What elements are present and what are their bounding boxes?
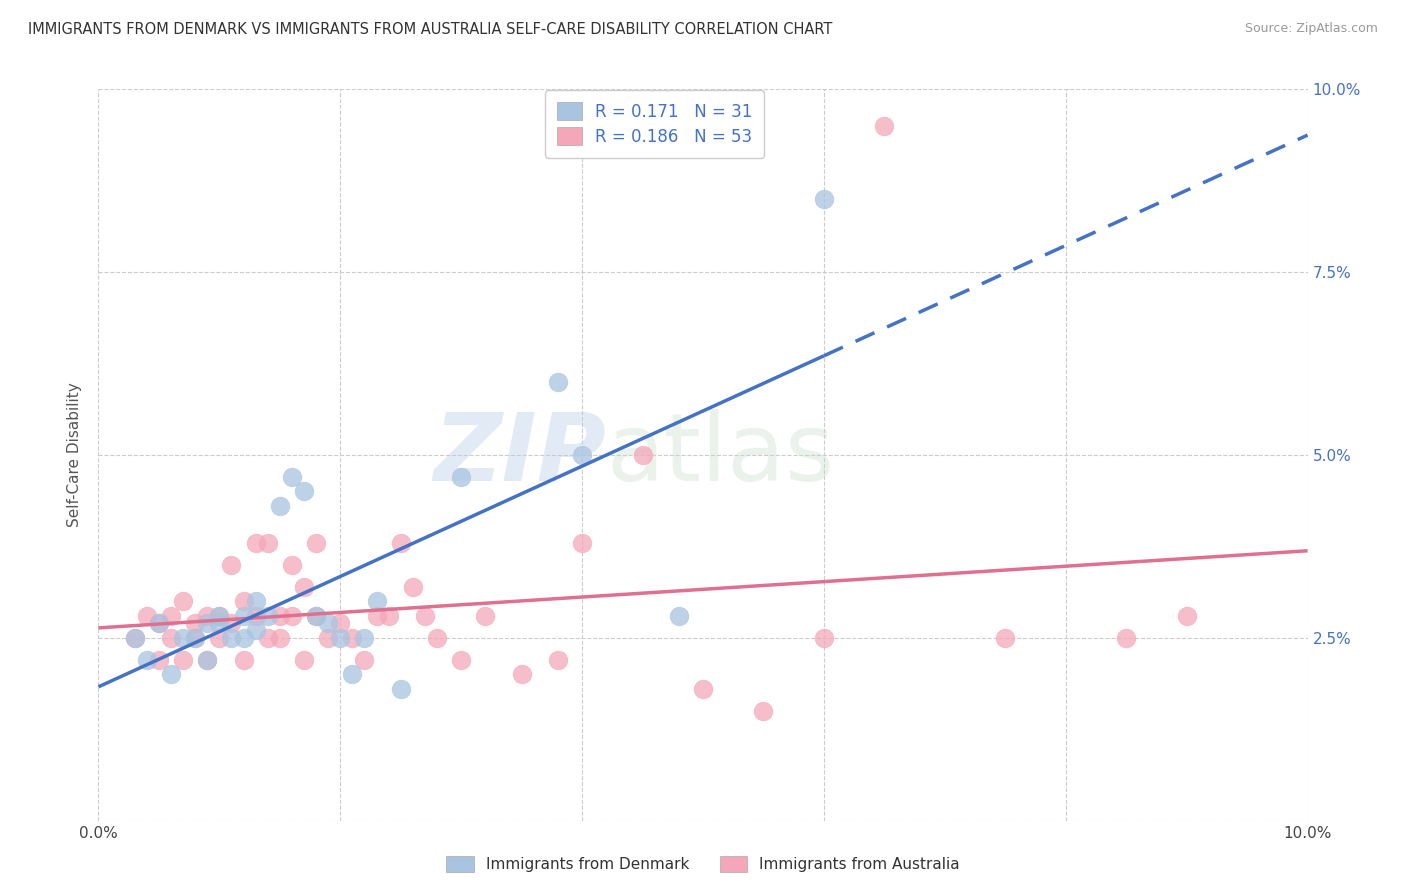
Point — [245, 594, 267, 608]
Point — [208, 631, 231, 645]
Point — [571, 535, 593, 549]
Point — [184, 631, 207, 645]
Point — [281, 558, 304, 572]
Point — [269, 499, 291, 513]
Point — [148, 616, 170, 631]
Text: atlas: atlas — [606, 409, 835, 501]
Point — [366, 594, 388, 608]
Point — [342, 631, 364, 645]
Point — [124, 631, 146, 645]
Point — [329, 616, 352, 631]
Y-axis label: Self-Care Disability: Self-Care Disability — [67, 383, 83, 527]
Point — [172, 631, 194, 645]
Point — [148, 616, 170, 631]
Point — [148, 653, 170, 667]
Point — [232, 631, 254, 645]
Point — [256, 631, 278, 645]
Point — [245, 624, 267, 638]
Point — [221, 616, 243, 631]
Text: Source: ZipAtlas.com: Source: ZipAtlas.com — [1244, 22, 1378, 36]
Point — [450, 653, 472, 667]
Point — [316, 631, 339, 645]
Point — [245, 535, 267, 549]
Point — [353, 653, 375, 667]
Point — [221, 631, 243, 645]
Point — [208, 616, 231, 631]
Point — [402, 580, 425, 594]
Point — [305, 608, 328, 623]
Point — [813, 631, 835, 645]
Point — [329, 631, 352, 645]
Point — [389, 535, 412, 549]
Point — [292, 580, 315, 594]
Point — [342, 667, 364, 681]
Point — [426, 631, 449, 645]
Point — [1175, 608, 1198, 623]
Point — [208, 608, 231, 623]
Point — [292, 653, 315, 667]
Point — [135, 653, 157, 667]
Point — [269, 608, 291, 623]
Point — [316, 616, 339, 631]
Point — [450, 470, 472, 484]
Point — [366, 608, 388, 623]
Point — [377, 608, 399, 623]
Point — [195, 653, 218, 667]
Point — [184, 631, 207, 645]
Point — [195, 653, 218, 667]
Point — [510, 667, 533, 681]
Legend: Immigrants from Denmark, Immigrants from Australia: Immigrants from Denmark, Immigrants from… — [439, 848, 967, 880]
Point — [135, 608, 157, 623]
Point — [172, 594, 194, 608]
Point — [1115, 631, 1137, 645]
Point — [752, 704, 775, 718]
Point — [305, 535, 328, 549]
Point — [281, 608, 304, 623]
Point — [281, 470, 304, 484]
Point — [208, 608, 231, 623]
Point — [413, 608, 436, 623]
Point — [389, 681, 412, 696]
Point — [631, 448, 654, 462]
Point — [195, 608, 218, 623]
Point — [172, 653, 194, 667]
Point — [256, 535, 278, 549]
Point — [305, 608, 328, 623]
Point — [813, 192, 835, 206]
Point — [221, 558, 243, 572]
Point — [571, 448, 593, 462]
Text: IMMIGRANTS FROM DENMARK VS IMMIGRANTS FROM AUSTRALIA SELF-CARE DISABILITY CORREL: IMMIGRANTS FROM DENMARK VS IMMIGRANTS FR… — [28, 22, 832, 37]
Legend: R = 0.171   N = 31, R = 0.186   N = 53: R = 0.171 N = 31, R = 0.186 N = 53 — [546, 90, 763, 158]
Point — [353, 631, 375, 645]
Point — [232, 594, 254, 608]
Point — [184, 616, 207, 631]
Point — [245, 608, 267, 623]
Point — [269, 631, 291, 645]
Point — [160, 667, 183, 681]
Point — [692, 681, 714, 696]
Point — [232, 608, 254, 623]
Text: ZIP: ZIP — [433, 409, 606, 501]
Point — [994, 631, 1017, 645]
Point — [195, 616, 218, 631]
Point — [160, 608, 183, 623]
Point — [547, 375, 569, 389]
Point — [160, 631, 183, 645]
Point — [292, 484, 315, 499]
Point — [547, 653, 569, 667]
Point — [256, 608, 278, 623]
Point — [668, 608, 690, 623]
Point — [232, 653, 254, 667]
Point — [474, 608, 496, 623]
Point — [124, 631, 146, 645]
Point — [873, 119, 896, 133]
